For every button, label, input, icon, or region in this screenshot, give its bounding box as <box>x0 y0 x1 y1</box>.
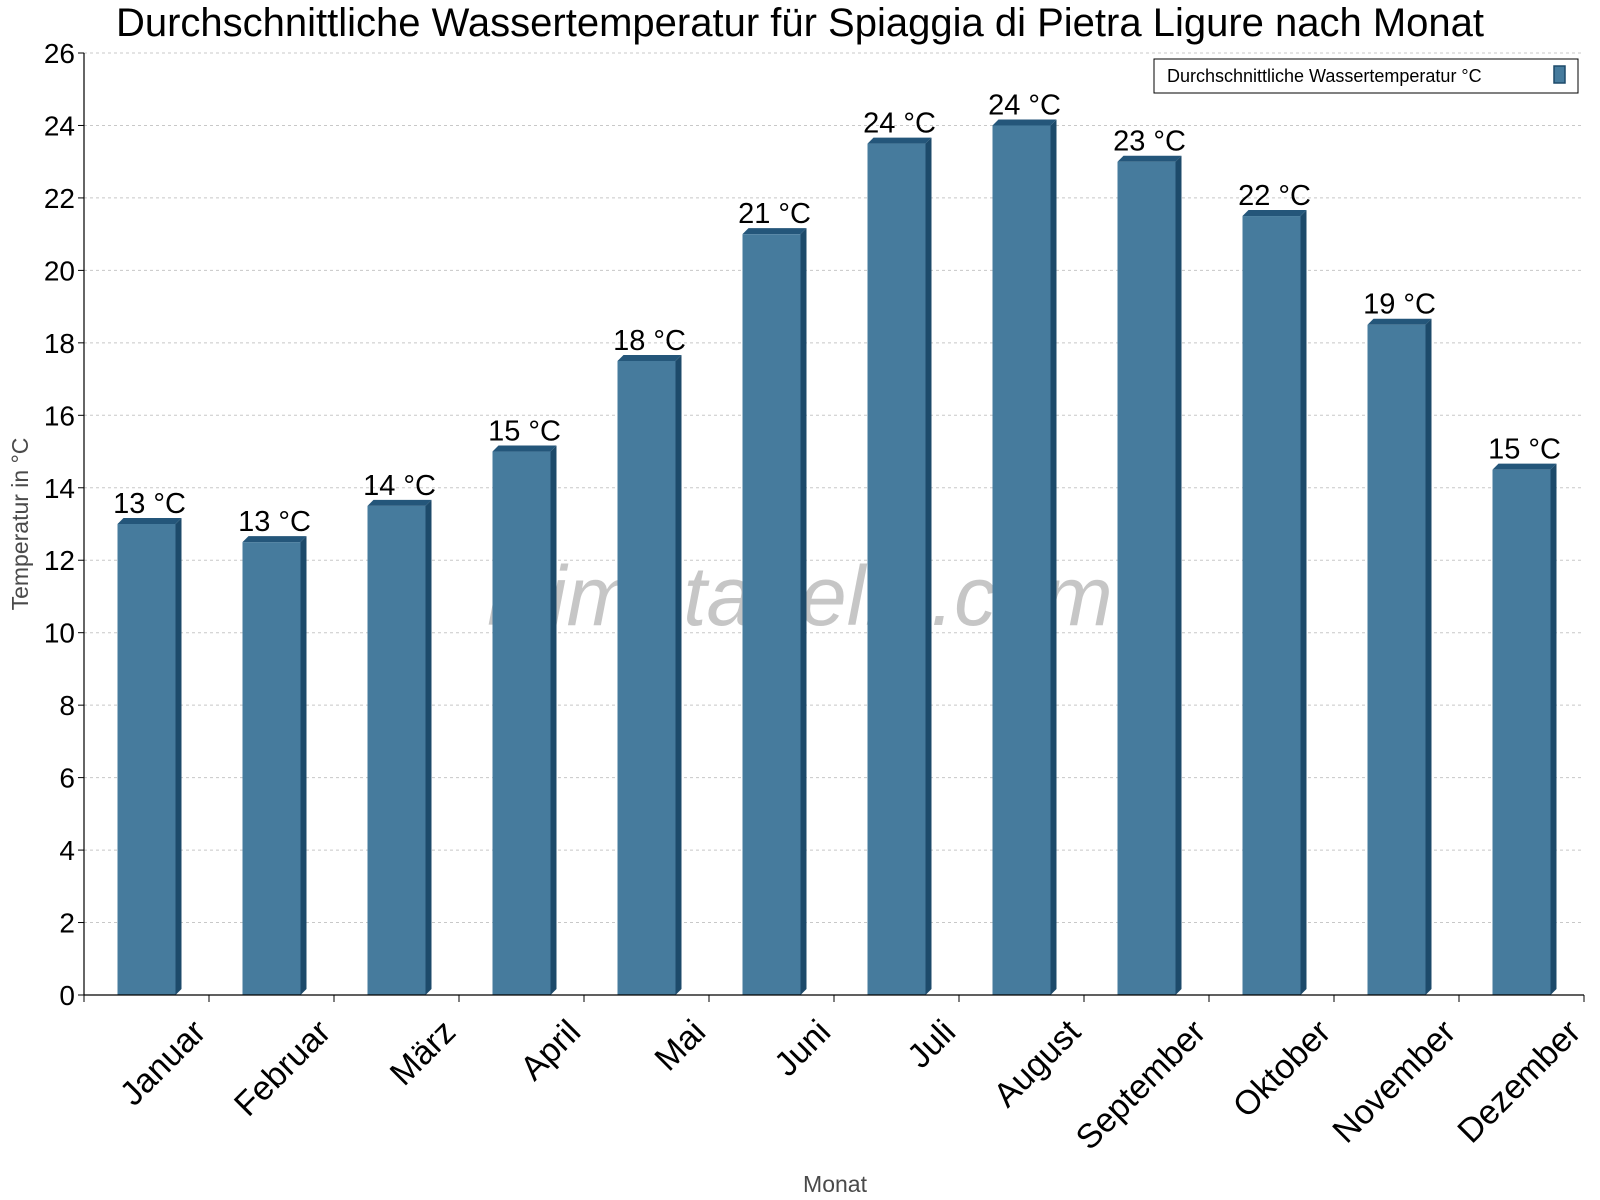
y-tick-label: 18 <box>44 328 75 359</box>
data-label: 24 °C <box>863 108 936 140</box>
bar-top <box>867 137 932 144</box>
data-label: 24 °C <box>988 89 1061 121</box>
x-tick-label: Juli <box>900 1013 963 1076</box>
bar-side <box>800 228 807 996</box>
bar-top <box>742 228 807 235</box>
x-tick-label: Mai <box>648 1013 714 1079</box>
y-tick-label: 2 <box>59 908 75 939</box>
bar-juli: 24 °C <box>863 108 936 996</box>
y-tick-label: 4 <box>59 835 75 866</box>
y-tick-label: 20 <box>44 255 75 286</box>
legend-box <box>1153 58 1579 94</box>
bar-front <box>117 524 176 995</box>
bar-top <box>1367 318 1432 325</box>
y-tick-label: 10 <box>44 618 75 649</box>
y-tick-label: 14 <box>44 473 75 504</box>
x-tick-label: Dezember <box>1450 1013 1588 1151</box>
bar-front <box>492 451 551 995</box>
x-tick-label: Juni <box>767 1013 838 1084</box>
y-tick-label: 0 <box>59 980 75 1011</box>
bar-april: 15 °C <box>488 416 561 995</box>
legend-label: Durchschnittliche Wassertemperatur °C <box>1167 66 1482 86</box>
x-axis-label: Monat <box>803 1171 868 1197</box>
bar-januar: 13 °C <box>113 488 186 995</box>
bar-front <box>1492 469 1551 996</box>
bar-front <box>1242 216 1301 996</box>
bar-märz: 14 °C <box>363 470 436 995</box>
bar-top <box>1117 155 1182 162</box>
legend: Durchschnittliche Wassertemperatur °C <box>1153 58 1579 94</box>
bar-top <box>117 518 182 524</box>
bar-august: 24 °C <box>988 89 1061 995</box>
bar-side <box>1050 119 1057 995</box>
data-label: 13 °C <box>113 488 186 520</box>
y-axis-label: Temperatur in °C <box>7 438 33 611</box>
bar-front <box>867 143 926 996</box>
bar-side <box>300 536 307 995</box>
data-label: 21 °C <box>738 198 811 230</box>
y-tick-label: 26 <box>44 38 75 69</box>
data-label: 15 °C <box>488 416 561 448</box>
bar-top <box>617 354 682 361</box>
legend-swatch <box>1553 65 1566 84</box>
bar-front <box>242 542 301 995</box>
data-label: 19 °C <box>1363 289 1436 321</box>
x-tick-label: März <box>383 1013 463 1093</box>
x-tick-label: November <box>1325 1013 1463 1151</box>
bar-side <box>1550 463 1557 996</box>
bar-front <box>367 505 426 995</box>
bar-side <box>925 137 932 996</box>
bar-oktober: 22 °C <box>1238 180 1311 996</box>
bar-februar: 13 °C <box>238 506 311 995</box>
bar-side <box>1300 210 1307 996</box>
bar-front <box>742 234 801 996</box>
bar-front <box>617 360 676 995</box>
x-tick-label: September <box>1069 1013 1213 1157</box>
grid-lines <box>84 52 1584 924</box>
x-axis-ticks: Januar Februar März April Mai Juni Juli AugustS… <box>83 995 1588 1157</box>
y-tick-label: 12 <box>44 545 75 576</box>
data-label: 23 °C <box>1113 126 1186 158</box>
data-label: 14 °C <box>363 470 436 502</box>
bar-front <box>1367 324 1426 995</box>
bar-top <box>1492 463 1557 470</box>
data-label: 13 °C <box>238 506 311 538</box>
bar-top <box>492 445 557 452</box>
y-tick-label: 22 <box>44 183 75 214</box>
bar-september: 23 °C <box>1113 126 1186 995</box>
x-tick-label: Februar <box>227 1013 338 1124</box>
bar-dezember: 15 °C <box>1488 434 1561 996</box>
bar-top <box>242 536 307 543</box>
y-tick-label: 24 <box>44 110 75 141</box>
bar-side <box>675 354 682 995</box>
bar-side <box>1425 318 1432 995</box>
x-tick-label: Oktober <box>1226 1013 1338 1125</box>
bar-top <box>992 119 1057 126</box>
data-label: 22 °C <box>1238 180 1311 212</box>
y-tick-label: 6 <box>59 763 75 794</box>
bar-november: 19 °C <box>1363 289 1436 995</box>
bar-top <box>367 499 432 506</box>
bar-top <box>1242 210 1307 217</box>
y-tick-label: 16 <box>44 400 75 431</box>
bar-side <box>425 499 432 995</box>
x-tick-label: Januar <box>113 1013 213 1113</box>
x-tick-label: August <box>986 1012 1088 1114</box>
chart-title: Durchschnittliche Wassertemperatur für S… <box>116 1 1484 45</box>
bar-front <box>1117 161 1176 995</box>
bar-side <box>550 445 557 995</box>
bar-front <box>992 125 1051 995</box>
x-tick-label: April <box>513 1013 588 1088</box>
bar-series: 13 °C 13 °C 14 °C 15 °C 18 °C 21 °C 24 °C 24 °C… <box>113 89 1561 996</box>
data-label: 15 °C <box>1488 434 1561 466</box>
bar-mai: 18 °C <box>613 325 686 995</box>
bar-juni: 21 °C <box>738 198 811 996</box>
bar-side <box>1175 155 1182 995</box>
y-tick-label: 8 <box>59 690 75 721</box>
data-label: 18 °C <box>613 325 686 357</box>
bar-side <box>175 518 182 995</box>
